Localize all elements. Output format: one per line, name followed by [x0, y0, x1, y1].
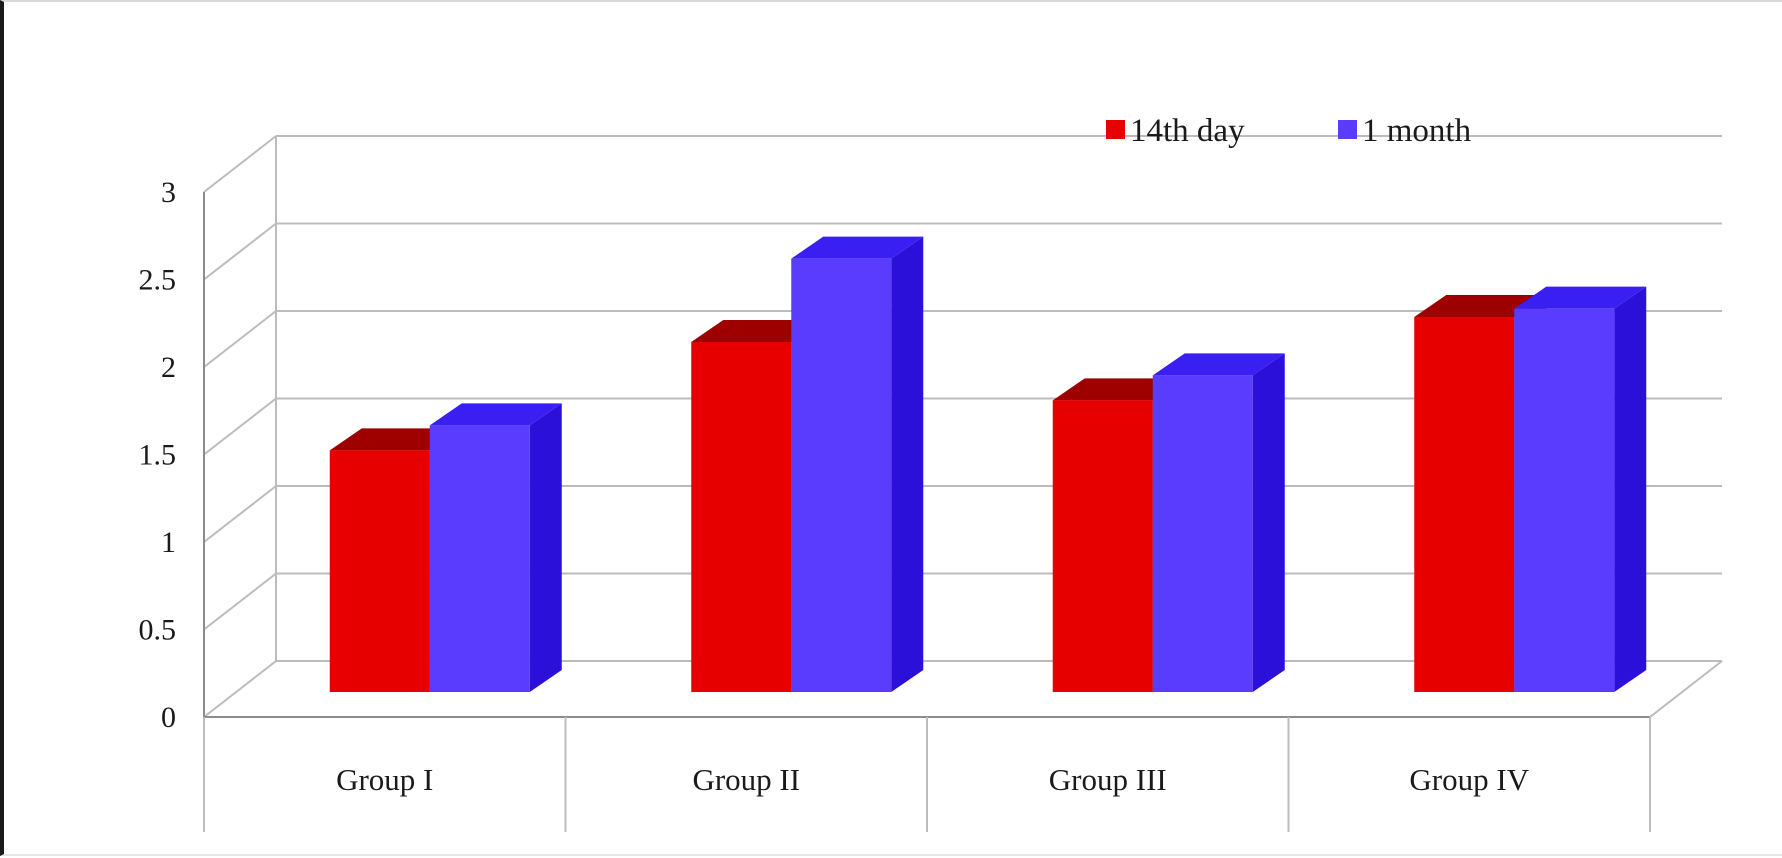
legend: 14th day 1 month: [1106, 113, 1472, 149]
x-category-label: Group II: [692, 762, 800, 797]
bar-front: [1414, 317, 1515, 692]
y-tick-label: 1: [161, 526, 176, 559]
axes: [203, 136, 1723, 832]
gridline-side: [203, 310, 277, 368]
bar-top: [429, 403, 562, 426]
y-tick-label: 2.5: [139, 264, 177, 297]
gridline-side: [203, 660, 277, 718]
bar-top: [691, 320, 824, 342]
x-axis-category-labels: Group I Group II Group III Group IV: [336, 762, 1530, 797]
bar-top: [1152, 353, 1285, 376]
bar-front: [1514, 308, 1615, 692]
gridline-side: [203, 135, 277, 193]
bar-1-month-1: [429, 403, 562, 692]
x-category-label: Group IV: [1409, 762, 1529, 797]
bar-front: [1052, 400, 1153, 692]
bar-1-month-3: [1152, 353, 1285, 692]
y-tick-label: 0: [161, 701, 176, 734]
legend-swatch-14th-day: [1106, 120, 1125, 139]
bar-1-month-4: [1514, 286, 1647, 692]
y-tick-label: 0.5: [139, 614, 177, 647]
bar-front: [429, 425, 530, 692]
gridline-side: [203, 572, 277, 631]
bar-top: [329, 428, 462, 451]
x-category-label: Group I: [336, 762, 433, 797]
bar-side: [1614, 286, 1647, 692]
bar-1-month-2: [791, 236, 924, 692]
legend-label-1-month: 1 month: [1362, 113, 1472, 149]
bar-side: [529, 403, 562, 692]
gridline-side: [203, 397, 277, 456]
x-category-label: Group III: [1049, 762, 1167, 797]
y-tick-label: 3: [161, 176, 176, 209]
bar-top: [1052, 378, 1185, 401]
bar-side: [1252, 353, 1285, 692]
legend-swatch-1-month: [1338, 120, 1357, 139]
gridline-side: [203, 222, 277, 281]
bar-front: [691, 342, 792, 692]
legend-label-14th-day: 14th day: [1130, 113, 1245, 149]
bar-front: [1152, 375, 1253, 692]
bar-front: [791, 258, 892, 692]
bar-top: [1414, 295, 1547, 317]
bar-top: [1514, 286, 1647, 309]
bar-top: [791, 236, 924, 259]
bar-front: [329, 450, 430, 692]
y-tick-label: 1.5: [139, 439, 177, 472]
y-tick-label: 2: [161, 351, 176, 384]
y-axis-tick-labels: 0 0.5 1 1.5 2 2.5 3: [139, 176, 177, 734]
floor-right-edge: [1649, 660, 1723, 718]
gridline-side: [203, 485, 277, 543]
bar-chart: 00.511.522.53 Group I Group II Group III Gr…: [139, 113, 1723, 832]
bars: [329, 236, 1647, 692]
bar-side: [891, 236, 924, 692]
